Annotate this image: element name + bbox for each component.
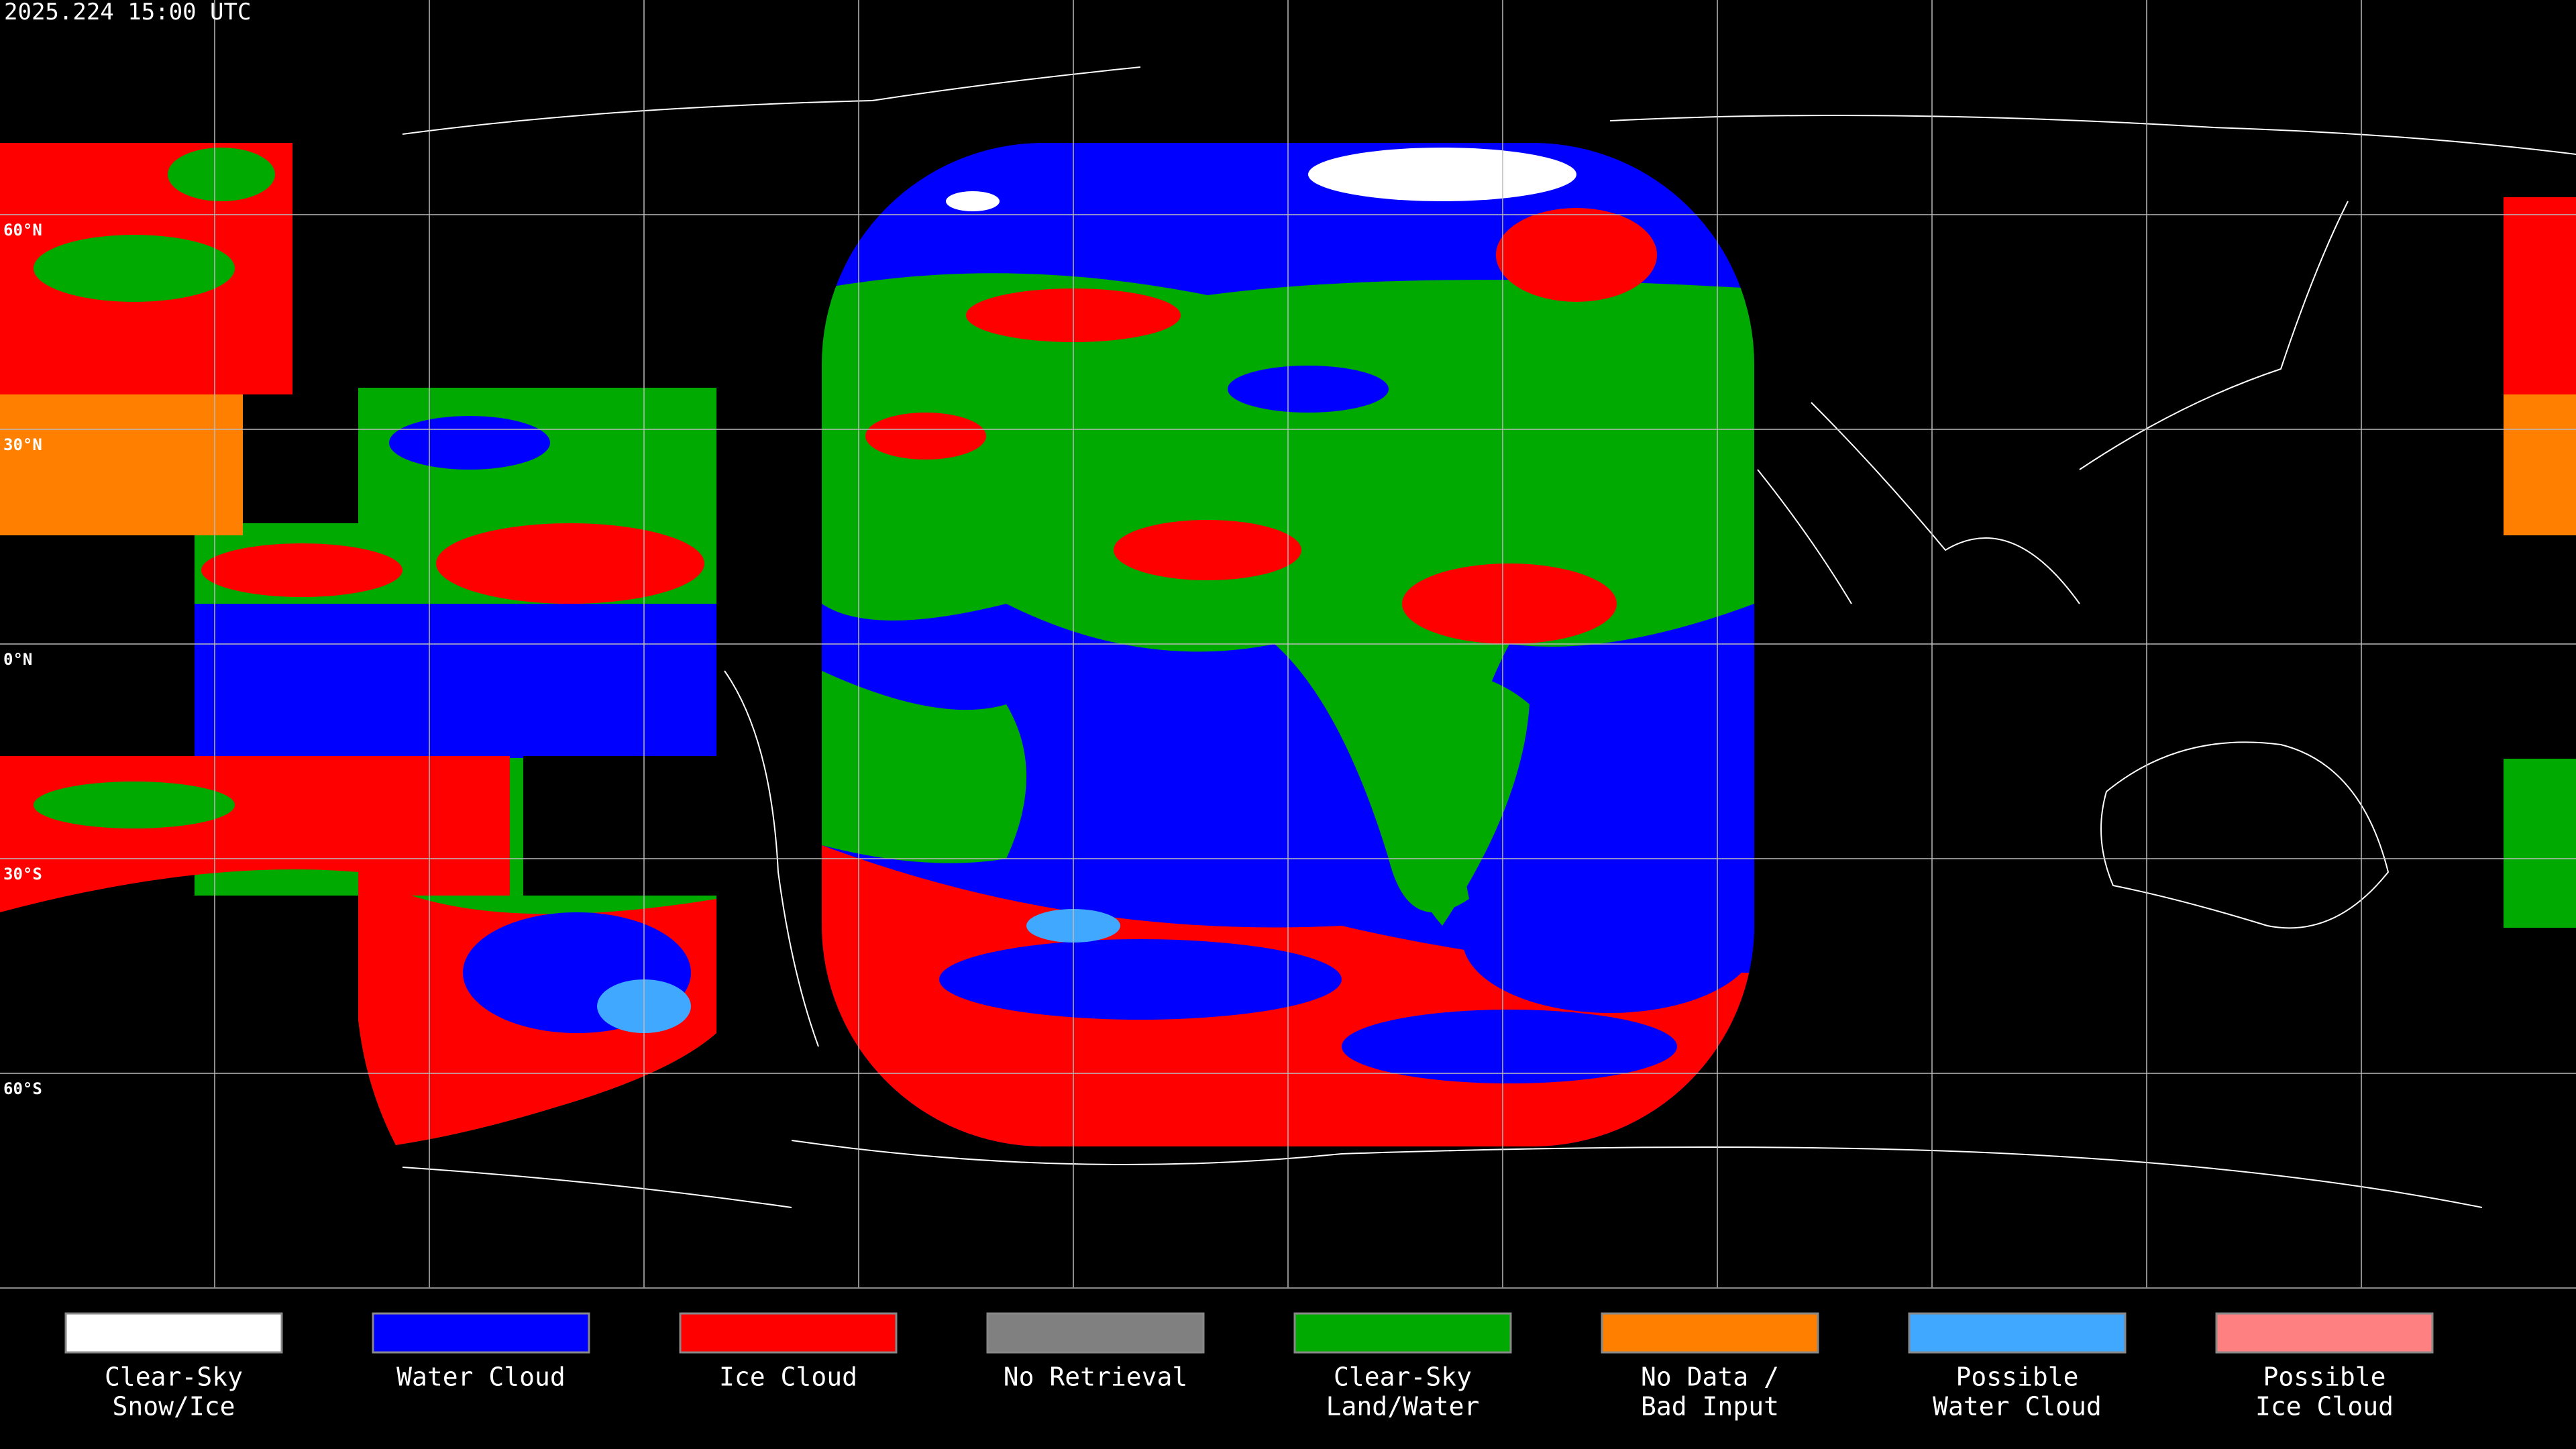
satellite-swath [822, 143, 1754, 1146]
legend-label: Possible [2263, 1362, 2385, 1392]
satellite-swath [2504, 759, 2576, 928]
legend-label: Possible [1955, 1362, 2078, 1392]
latitude-label: 60°S [3, 1079, 42, 1098]
legend-swatch [372, 1312, 590, 1354]
satellite-swath [34, 235, 235, 302]
legend-label: No Data / [1641, 1362, 1779, 1392]
satellite-swath [2504, 197, 2576, 394]
timestamp: 2025.224 15:00 UTC [4, 0, 251, 25]
legend-label: Ice Cloud [2255, 1392, 2394, 1421]
legend-swatch [1908, 1312, 2127, 1354]
legend-swatch [64, 1312, 283, 1354]
legend-label: Land/Water [1326, 1392, 1480, 1421]
legend-label: Clear-Sky [105, 1362, 243, 1392]
legend-swatch [2215, 1312, 2434, 1354]
legend-label: Snow/Ice [112, 1392, 235, 1421]
no-data-region [0, 394, 243, 535]
no-data-region [2504, 394, 2576, 535]
legend-label: Clear-Sky [1334, 1362, 1472, 1392]
legend-swatch [986, 1312, 1205, 1354]
legend-label: Ice Cloud [719, 1362, 857, 1392]
legend-label: No Retrieval [1004, 1362, 1188, 1392]
legend-label: Bad Input [1641, 1392, 1779, 1421]
legend-swatch [1601, 1312, 1819, 1354]
legend-label: Water Cloud [396, 1362, 566, 1392]
legend-swatch [679, 1312, 898, 1354]
legend-swatch [1293, 1312, 1512, 1354]
latitude-label: 30°N [3, 435, 42, 454]
satellite-swath [34, 782, 235, 828]
legend-label: Water Cloud [1933, 1392, 2102, 1421]
latitude-label: 30°S [3, 865, 42, 883]
latitude-label: 60°N [3, 221, 42, 239]
latitude-label: 0°N [3, 650, 32, 669]
graticule [0, 0, 2576, 1288]
satellite-swath [168, 148, 275, 201]
